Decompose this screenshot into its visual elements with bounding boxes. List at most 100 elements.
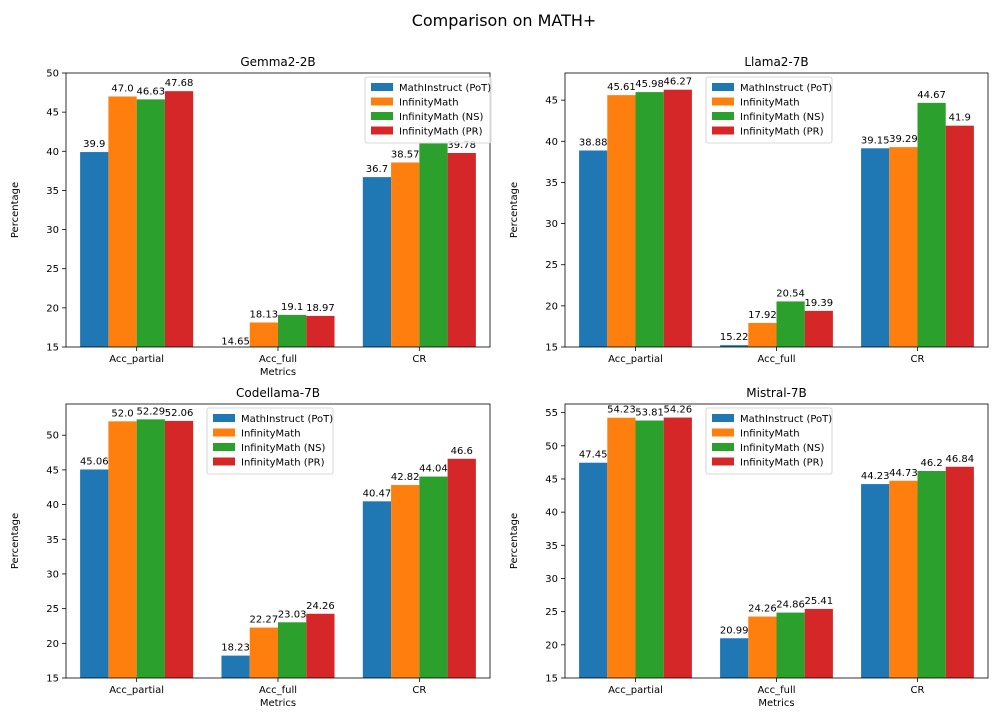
legend-swatch (371, 126, 393, 135)
y-tick-label: 40 (545, 508, 558, 519)
data-label: 44.23 (861, 471, 890, 482)
data-label: 54.23 (607, 405, 636, 416)
legend-entry: InfinityMath (740, 429, 800, 440)
y-axis-label: Percentage (10, 182, 21, 238)
y-tick-label: 30 (46, 225, 59, 236)
bar-mathinstruct-pot--acc-partial (579, 462, 608, 678)
legend-box (705, 76, 833, 144)
data-label: 45.98 (635, 79, 664, 90)
bar-infinitymath-ns--cr (917, 471, 946, 678)
bar-infinitymath-cr (391, 162, 420, 347)
x-tick-label: Acc_full (757, 685, 795, 696)
bar-mathinstruct-pot--cr (362, 501, 392, 678)
bar-mathinstruct-pot--acc-partial (80, 152, 109, 347)
legend-swatch (712, 126, 734, 135)
legend: MathInstruct (PoT) InfinityMath InfinityMa… (206, 407, 334, 475)
bar-mathinstruct-pot--cr (362, 177, 392, 347)
bars (80, 91, 476, 347)
bar-infinitymath-cr (391, 485, 420, 678)
x-axis-label: Metrics (758, 698, 794, 709)
legend-entry: MathInstruct (PoT) (740, 83, 832, 94)
legend-swatch (371, 112, 393, 120)
y-tick-label: 40 (46, 147, 59, 158)
bar-infinitymath-ns--acc-partial (635, 92, 664, 347)
y-tick-label: 45 (46, 465, 59, 476)
data-label: 44.67 (917, 90, 946, 101)
data-label: 45.06 (80, 456, 109, 467)
bar-infinitymath-pr--acc-partial (164, 91, 194, 347)
data-label: 18.97 (306, 303, 335, 314)
data-label: 23.03 (278, 609, 307, 620)
y-tick-label: 25 (545, 260, 558, 271)
data-label: 25.41 (804, 596, 833, 607)
data-label: 19.39 (804, 298, 833, 309)
legend-entry: InfinityMath (NS) (740, 443, 824, 454)
data-label: 39.29 (889, 134, 918, 145)
legend-swatch (712, 97, 734, 106)
data-label: 47.0 (111, 83, 133, 94)
y-tick-label: 15 (545, 674, 558, 685)
bar-infinitymath-pr--acc-full (306, 613, 335, 678)
legend-swatch (712, 83, 734, 91)
y-tick-label: 15 (46, 674, 59, 685)
data-label: 47.68 (165, 78, 194, 89)
legend-entry: InfinityMath (241, 429, 301, 440)
data-label: 39.15 (861, 135, 890, 146)
data-label: 22.27 (250, 615, 279, 626)
data-label: 52.06 (165, 408, 194, 419)
subplots: 39.9 14.65 36.7 47.0 18.13 38.57 46.63 19.1 47.6… (10, 55, 989, 709)
y-tick-label: 25 (545, 607, 558, 618)
data-label: 38.88 (579, 138, 608, 149)
y-tick-label: 30 (46, 569, 59, 580)
data-label: 19.1 (281, 302, 303, 313)
y-tick-label: 50 (46, 69, 59, 80)
y-tick-label: 25 (46, 604, 59, 615)
y-tick-label: 55 (545, 408, 558, 419)
legend-swatch (712, 443, 734, 451)
y-axis-label: Percentage (509, 182, 520, 238)
legend-entry: InfinityMath (740, 98, 800, 109)
y-tick-label: 35 (46, 535, 59, 546)
legend-swatch (213, 414, 235, 422)
y-tick-label: 30 (545, 219, 558, 230)
bar-infinitymath-cr (889, 480, 918, 678)
y-tick-label: 45 (545, 96, 558, 107)
data-label: 46.84 (945, 454, 974, 465)
bar-infinitymath-ns--acc-partial (136, 419, 165, 678)
x-tick-label: CR (412, 354, 426, 365)
x-tick-label: Acc_full (259, 354, 297, 365)
chart-2: 38.88 15.22 39.15 45.61 17.92 39.29 45.98 20.54… (509, 55, 989, 365)
bar-mathinstruct-pot--acc-full (221, 655, 250, 678)
y-tick-label: 50 (545, 441, 558, 452)
legend-entry: InfinityMath (399, 98, 459, 109)
bar-infinitymath-acc-partial (607, 95, 636, 347)
bar-infinitymath-acc-full (249, 322, 278, 347)
legend-entry: InfinityMath (PR) (399, 127, 483, 138)
x-tick-label: Acc_full (259, 685, 297, 696)
y-tick-label: 15 (545, 343, 558, 354)
bar-infinitymath-pr--acc-partial (164, 420, 194, 678)
data-label: 46.27 (663, 77, 692, 88)
legend-swatch (712, 414, 734, 422)
bar-infinitymath-ns--cr (419, 143, 448, 347)
bars (579, 417, 974, 678)
bar-infinitymath-pr--acc-full (804, 608, 833, 678)
bar-infinitymath-acc-full (748, 616, 777, 678)
bar-infinitymath-pr--cr (945, 466, 974, 678)
legend-entry: InfinityMath (PR) (740, 127, 824, 138)
data-label: 24.86 (776, 600, 805, 611)
data-label: 52.0 (111, 408, 133, 419)
data-label: 39.9 (83, 139, 105, 150)
chart-title: Gemma2-2B (240, 55, 315, 69)
chart-title: Llama2-7B (744, 55, 808, 69)
chart-title: Codellama-7B (236, 386, 320, 400)
x-tick-label: Acc_partial (608, 354, 663, 365)
y-tick-label: 20 (46, 639, 59, 650)
legend-box (206, 407, 334, 475)
legend-entry: MathInstruct (PoT) (399, 83, 491, 94)
data-label: 45.61 (607, 82, 636, 93)
x-tick-label: CR (911, 685, 925, 696)
data-label: 54.26 (663, 405, 692, 416)
x-tick-label: Acc_partial (608, 685, 663, 696)
